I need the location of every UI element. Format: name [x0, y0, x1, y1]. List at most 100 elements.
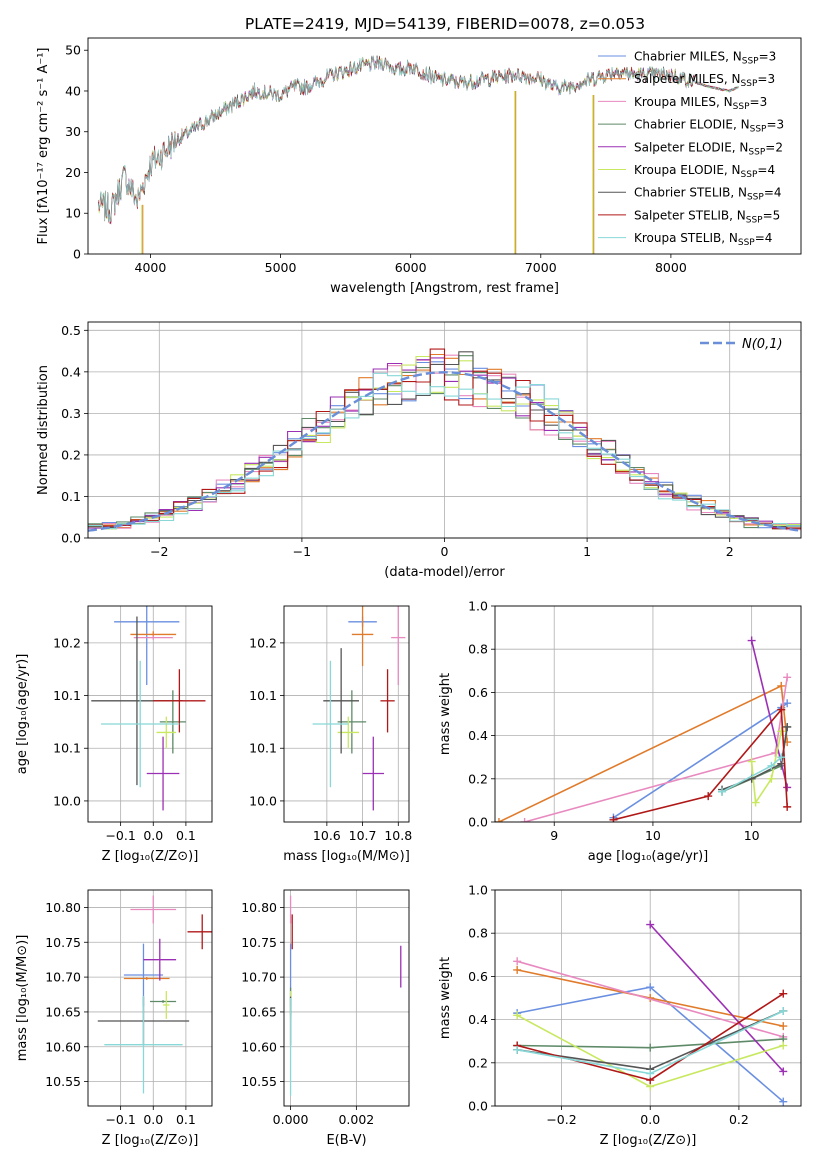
legend-tail: =4 — [764, 186, 782, 200]
y-tick-label: 0.0 — [61, 531, 81, 546]
weight-marker-kroupa-elodie — [777, 727, 786, 736]
legend-label: Salpeter STELIB, NSSP=5 — [634, 208, 780, 225]
x-tick-label: 0.000 — [273, 1112, 309, 1127]
y-tick-label: 10.75 — [45, 935, 81, 950]
legend-text: Salpeter ELODIE, N — [634, 140, 748, 154]
y-tick-label: 10.55 — [45, 1074, 81, 1089]
x-tick-label: 5000 — [265, 260, 297, 275]
y-tick-label: 50 — [65, 43, 81, 58]
y-tick-label: 10.1 — [53, 741, 81, 756]
legend-tail: =5 — [763, 208, 781, 222]
weight-marker-kroupa-stelib — [767, 761, 776, 770]
axes-frame — [87, 605, 213, 823]
y-tick-label: 1.0 — [468, 883, 488, 898]
legend-tail: =2 — [765, 140, 783, 154]
legend-label: Salpeter ELODIE, NSSP=2 — [634, 140, 783, 157]
x-tick-label: 0 — [441, 544, 449, 559]
axes-frame — [87, 37, 802, 255]
weight-marker-kroupa-elodie — [779, 1041, 788, 1050]
mass-vs-ebv-panel: 0.000 0.002 10.55 10.60 10.65 10.70 10.75 10.80… — [241, 889, 410, 1148]
y-tick-label: 10 — [65, 206, 81, 221]
y-tick-label: 40 — [65, 83, 81, 98]
plot-area — [312, 606, 406, 811]
x-axis-label: Z [log₁₀(Z/Z⊙)] — [102, 849, 199, 864]
legend-sub: SSP — [747, 193, 764, 203]
weight-marker-salpeter-elodie — [783, 783, 792, 792]
y-tick-label: 10.75 — [241, 935, 277, 950]
x-tick-label: 0.2 — [729, 1112, 749, 1127]
y-axis-label: mass [log₁₀(M/M⊙)] — [15, 935, 30, 1062]
y-tick-label: 10.65 — [241, 1004, 277, 1019]
y-tick-label: 0.0 — [468, 815, 488, 830]
y-tick-label: 10.60 — [45, 1039, 81, 1054]
y-tick-label: 0.4 — [468, 728, 488, 743]
weight-line-chabrier-miles — [613, 702, 788, 819]
weight-marker-chabrier-miles — [779, 1097, 788, 1106]
axes-frame — [87, 321, 802, 539]
weight-marker-kroupa-elodie — [767, 774, 776, 783]
weight-line-salpeter-elodie — [649, 924, 784, 1072]
legend-tail: =3 — [766, 118, 784, 132]
axes-frame — [87, 889, 213, 1107]
weight-marker-kroupa-miles — [520, 818, 529, 822]
age-vs-mass-panel: 10.6 10.7 10.8 10.0 10.1 10.1 10.2 mass [log₁₀(… — [249, 605, 412, 864]
y-axis-label: Flux [fλ10⁻¹⁷ erg cm⁻² s⁻¹ A⁻¹] — [36, 48, 51, 245]
weight-line-salpeter-stelib — [613, 707, 788, 821]
x-axis-label: (data-model)/error — [384, 565, 505, 580]
y-tick-label: 10.80 — [241, 900, 277, 915]
legend-text: Kroupa ELODIE, N — [634, 163, 741, 177]
legend-tail: =3 — [757, 72, 775, 86]
weight-marker-kroupa-stelib — [779, 1006, 788, 1015]
y-axis-label: age [log₁₀(age/yr)] — [15, 654, 30, 775]
x-axis-label: age [log₁₀(age/yr)] — [588, 849, 709, 864]
y-tick-label: 10.80 — [45, 900, 81, 915]
legend-sub: SSP — [733, 102, 750, 112]
x-tick-label: 7000 — [525, 260, 557, 275]
axes-frame — [283, 605, 410, 823]
x-axis-label: mass [log₁₀(M/M⊙)] — [283, 849, 410, 864]
weight-vs-age-panel: 9 10 10 0.0 0.2 0.4 0.6 0.8 1.0 age [log₁₀(age/yr… — [438, 599, 802, 864]
legend-label: Chabrier STELIB, NSSP=4 — [634, 186, 782, 203]
legend-sub: SSP — [750, 125, 767, 135]
x-tick-label: 0.0 — [143, 828, 163, 843]
y-tick-label: 0 — [73, 247, 81, 262]
weight-marker-salpeter-miles — [513, 965, 522, 974]
y-tick-label: 10.55 — [241, 1074, 277, 1089]
weight-marker-salpeter-stelib — [704, 792, 713, 801]
y-tick-label: 10.60 — [241, 1039, 277, 1054]
y-tick-label: 10.0 — [53, 793, 81, 808]
x-tick-label: 10 — [645, 828, 661, 843]
weight-line-kroupa-miles — [516, 960, 784, 1038]
axes-frame — [283, 889, 410, 1107]
y-tick-label: 1.0 — [468, 599, 488, 614]
legend-tail: =3 — [759, 50, 777, 64]
y-tick-label: 0.2 — [468, 1055, 488, 1070]
legend-label: Kroupa ELODIE, NSSP=4 — [634, 163, 775, 180]
x-tick-label: 9 — [550, 828, 558, 843]
x-tick-label: 0.0 — [143, 1112, 163, 1127]
weight-marker-salpeter-elodie — [646, 920, 655, 929]
x-axis-label: wavelength [Angstrom, rest frame] — [330, 281, 559, 296]
weight-marker-kroupa-stelib — [513, 1045, 522, 1054]
y-tick-label: 0.8 — [468, 926, 488, 941]
y-tick-label: 0.8 — [468, 642, 488, 657]
legend-sub: SSP — [738, 238, 755, 248]
x-tick-label: 0.1 — [176, 1112, 196, 1127]
x-tick-label: 0.1 — [176, 828, 196, 843]
legend-sub: SSP — [746, 215, 763, 225]
plot-area — [513, 920, 788, 1106]
legend-text: Salpeter MILES, N — [634, 72, 741, 86]
y-tick-label: 10.65 — [45, 1004, 81, 1019]
mass-vs-metallicity-panel: −0.1 0.0 0.1 10.55 10.60 10.65 10.70 10.75 10.80… — [15, 889, 213, 1148]
x-tick-label: 6000 — [395, 260, 427, 275]
x-tick-label: 10.8 — [384, 828, 412, 843]
y-tick-label: 0.2 — [61, 447, 81, 462]
legend-text: Chabrier MILES, N — [634, 50, 742, 64]
weight-marker-salpeter-miles — [495, 818, 503, 822]
y-axis-label: mass weight — [438, 957, 453, 1039]
legend-tail: =4 — [755, 231, 773, 245]
histogram-salpeter-stelib — [88, 348, 801, 530]
y-axis-label: mass weight — [438, 673, 453, 755]
legend-label: Kroupa MILES, NSSP=3 — [634, 95, 767, 112]
plot-area — [98, 55, 739, 254]
